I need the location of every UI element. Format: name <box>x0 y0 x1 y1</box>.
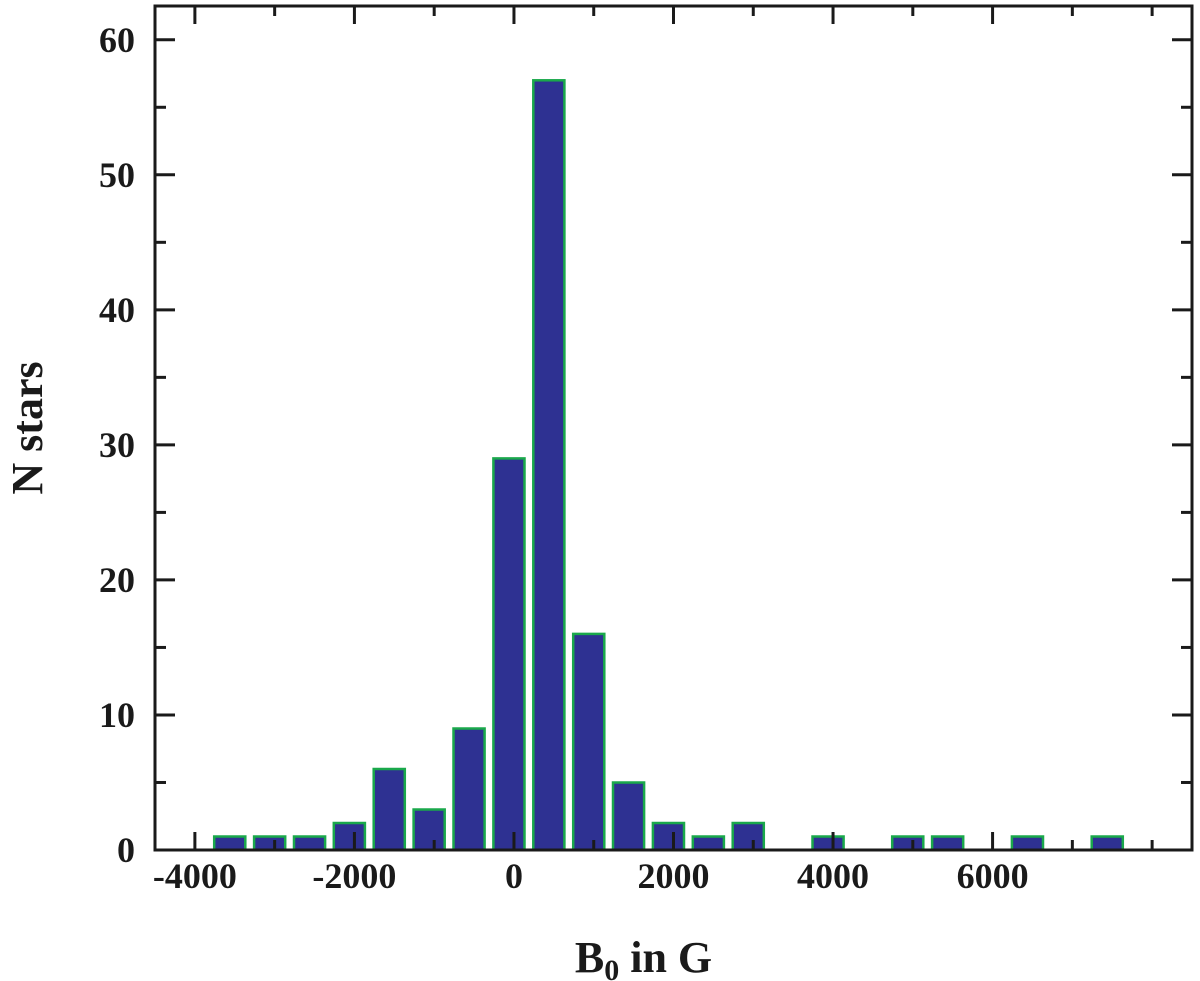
x-tick-label: 0 <box>505 856 523 896</box>
histogram-bar <box>212 835 247 852</box>
histogram-bar <box>731 821 766 852</box>
histogram-bar <box>292 835 327 852</box>
y-tick-label: 20 <box>99 560 135 600</box>
y-axis-title: N stars <box>3 361 52 494</box>
histogram-bar <box>890 835 925 852</box>
histogram-bar <box>571 632 606 852</box>
x-axis-title-suffix: in G <box>619 933 712 981</box>
y-tick-label: 60 <box>99 20 135 60</box>
histogram-bar <box>492 457 526 852</box>
histogram-bar <box>691 835 726 852</box>
tick-labels-layer: 0 10 20 30 40 50 60 -4000 -2000 0 2000 4000 6000 <box>99 20 1029 896</box>
x-axis-title-subscript: 0 <box>604 954 619 981</box>
plot-frame <box>153 4 1194 852</box>
histogram-bar <box>372 767 407 852</box>
histogram-bar <box>930 835 965 852</box>
y-tick-label: 0 <box>117 830 135 870</box>
histogram-bar <box>651 821 686 852</box>
histogram-bar <box>252 835 287 852</box>
x-tick-label: -2000 <box>312 856 396 896</box>
x-axis-title-main: B <box>575 933 604 981</box>
x-tick-label: -4000 <box>153 856 237 896</box>
histogram-bar <box>452 727 486 852</box>
histogram-bar <box>412 808 446 852</box>
histogram-bar <box>611 781 646 852</box>
x-tick-label: 4000 <box>797 856 869 896</box>
y-tick-label: 30 <box>99 425 135 465</box>
x-tick-label: 2000 <box>638 856 710 896</box>
y-tick-label: 10 <box>99 695 135 735</box>
histogram-bar <box>1010 835 1045 852</box>
histogram-bar <box>811 835 845 852</box>
x-axis-title: B0 in G <box>575 933 712 981</box>
histogram-bar <box>332 821 367 852</box>
y-tick-label: 40 <box>99 290 135 330</box>
histogram-bar <box>532 79 566 852</box>
bars-layer <box>212 79 1125 852</box>
y-tick-label: 50 <box>99 155 135 195</box>
x-tick-label: 6000 <box>957 856 1029 896</box>
ticks-layer <box>155 6 1192 852</box>
histogram-bar <box>1090 835 1125 852</box>
